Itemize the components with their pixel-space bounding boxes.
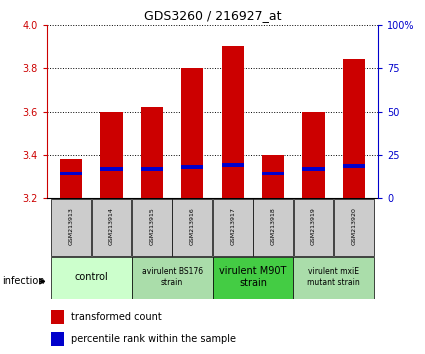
FancyBboxPatch shape (173, 199, 212, 256)
Bar (100, 112, 122, 198)
Text: GSM213915: GSM213915 (149, 207, 154, 245)
Text: GSM213918: GSM213918 (271, 207, 276, 245)
FancyBboxPatch shape (334, 199, 374, 256)
Bar (181, 68, 204, 198)
FancyBboxPatch shape (212, 257, 293, 299)
Text: GSM213919: GSM213919 (311, 207, 316, 245)
Text: avirulent BS176
strain: avirulent BS176 strain (142, 267, 203, 287)
Text: GSM213917: GSM213917 (230, 207, 235, 245)
Text: virulent M90T
strain: virulent M90T strain (219, 266, 286, 288)
Text: GSM213916: GSM213916 (190, 207, 195, 245)
Bar (262, 155, 284, 198)
Bar (141, 167, 163, 171)
FancyBboxPatch shape (213, 199, 252, 256)
FancyBboxPatch shape (294, 199, 333, 256)
Text: GDS3260 / 216927_at: GDS3260 / 216927_at (144, 9, 281, 22)
FancyBboxPatch shape (253, 199, 293, 256)
Bar (343, 59, 365, 198)
Bar (343, 164, 365, 168)
Text: percentile rank within the sample: percentile rank within the sample (71, 334, 236, 344)
FancyBboxPatch shape (132, 199, 172, 256)
Bar (262, 172, 284, 176)
Text: GSM213913: GSM213913 (68, 207, 74, 245)
Bar (303, 167, 325, 171)
Bar (51, 332, 64, 346)
FancyBboxPatch shape (293, 257, 374, 299)
Text: transformed count: transformed count (71, 312, 162, 322)
FancyBboxPatch shape (132, 257, 212, 299)
Text: infection: infection (2, 276, 45, 286)
FancyBboxPatch shape (92, 199, 131, 256)
Bar (60, 159, 82, 198)
Text: virulent mxiE
mutant strain: virulent mxiE mutant strain (307, 267, 360, 287)
Bar (303, 112, 325, 198)
FancyBboxPatch shape (51, 199, 91, 256)
Text: GSM213914: GSM213914 (109, 207, 114, 245)
Bar (181, 165, 204, 169)
Text: control: control (74, 272, 108, 282)
Bar (221, 163, 244, 167)
Bar (141, 107, 163, 198)
Bar (51, 310, 64, 324)
Bar (221, 46, 244, 198)
FancyBboxPatch shape (51, 257, 132, 299)
Bar (100, 167, 122, 171)
Text: GSM213920: GSM213920 (351, 207, 357, 245)
Bar (60, 172, 82, 176)
